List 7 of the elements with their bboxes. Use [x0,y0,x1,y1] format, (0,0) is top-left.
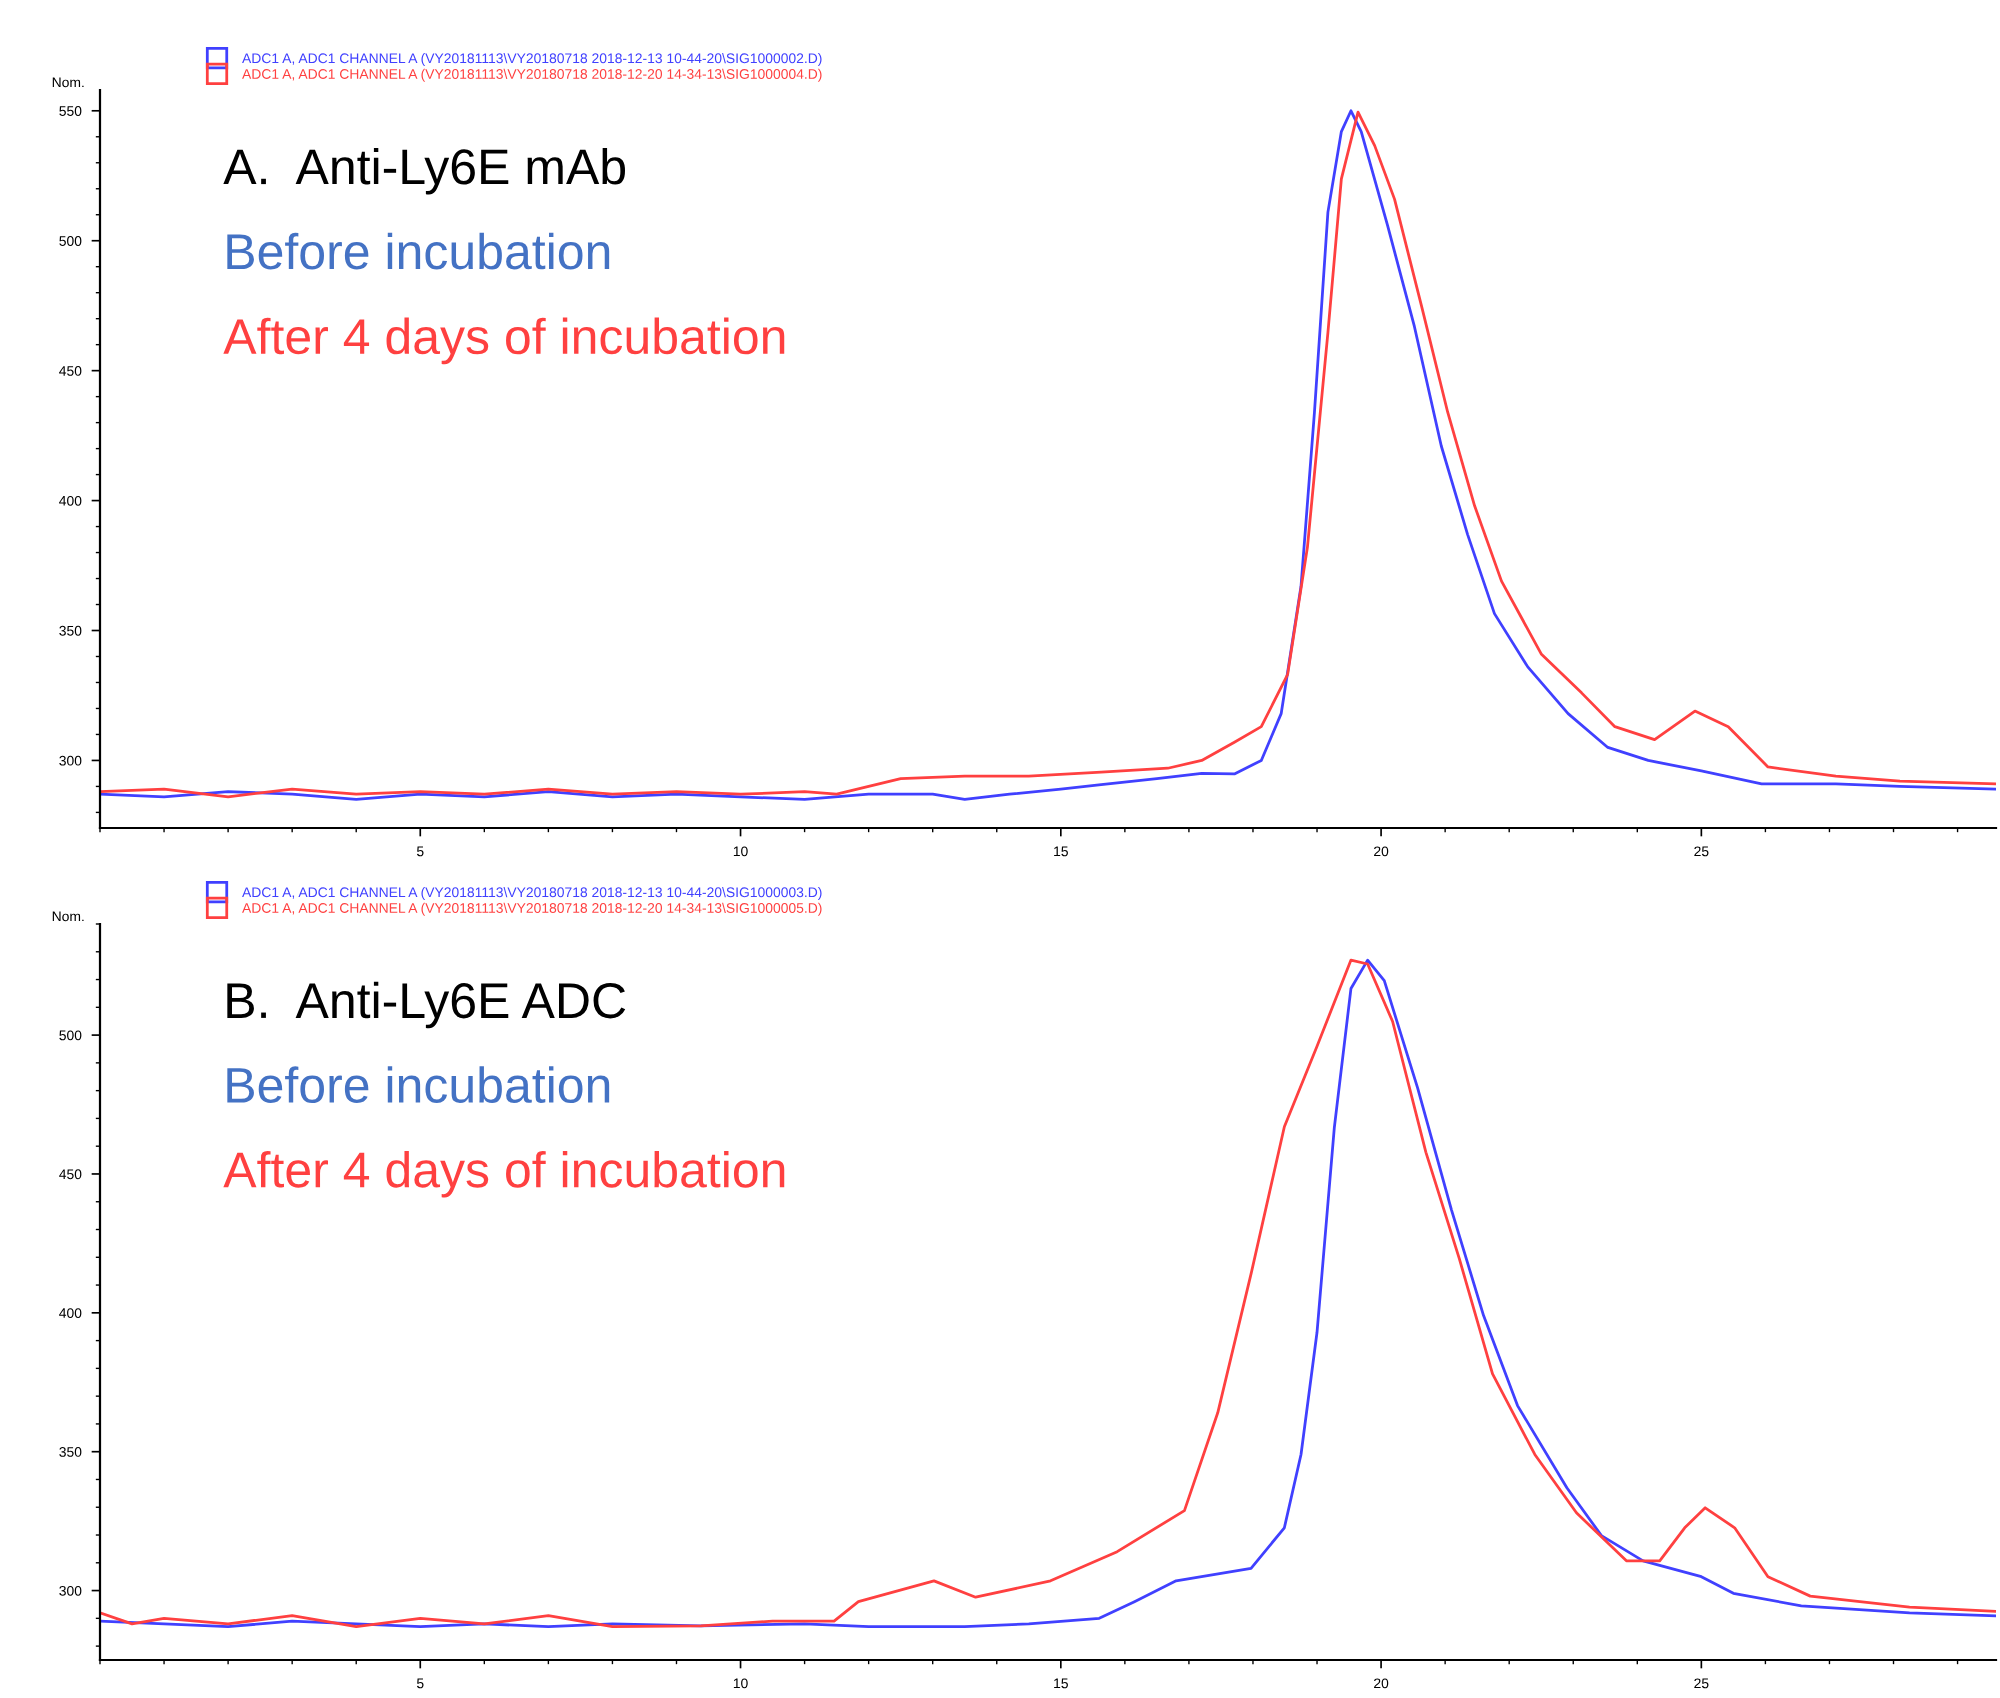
annotation: After 4 days of incubation [223,1150,785,1198]
annotation: After 4 days of incubation [223,317,785,365]
annotation: Before incubation [227,232,610,270]
line-series [100,958,1996,1629]
text: B. Anti-Ly6E ADC [227,981,626,1029]
text: A. Anti-Ly6E mAb [223,147,626,195]
annotation: Before incubation [227,1066,610,1104]
